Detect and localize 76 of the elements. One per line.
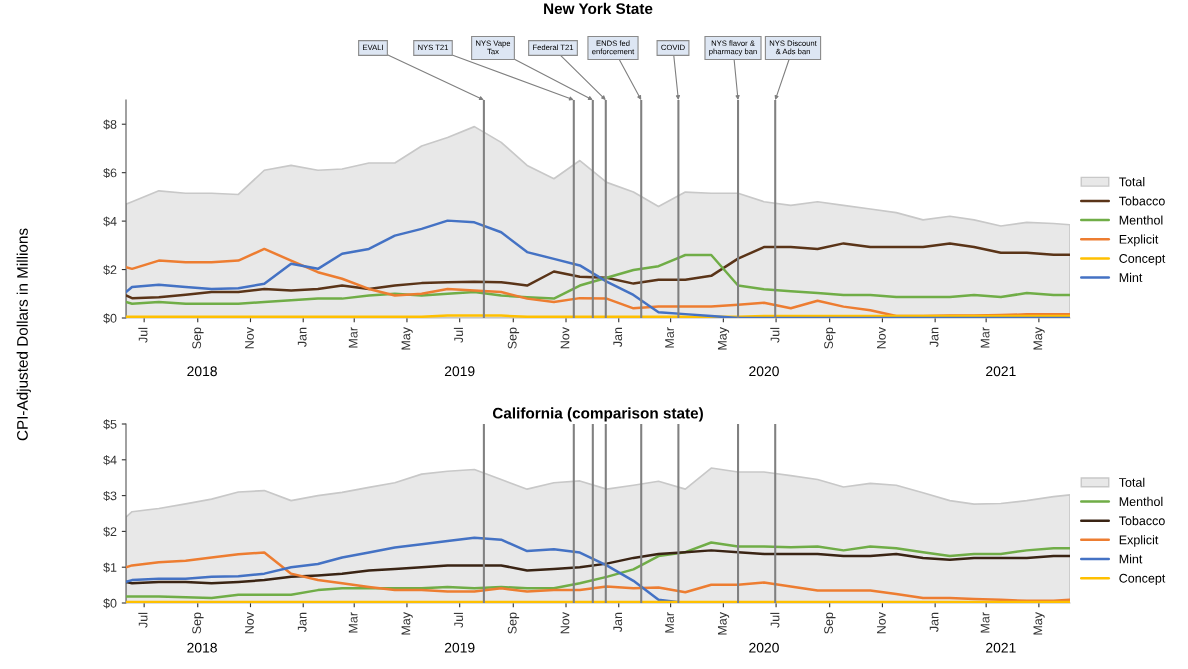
x2-tick-label: 2021 <box>986 642 1016 653</box>
x-tick-label: Mar <box>665 327 674 348</box>
legend-label: Concept <box>1119 573 1166 586</box>
y-tick-label: $8 <box>103 119 117 130</box>
legend-label: Mint <box>1119 554 1143 564</box>
x-tick-label: Sep <box>192 612 204 634</box>
x-tick-label: Jul <box>138 327 148 343</box>
x-tick-label: Mar <box>348 327 358 348</box>
legend-label: Menthol <box>1119 215 1163 225</box>
line-series <box>126 549 1070 585</box>
y-tick-label: $2 <box>103 526 117 537</box>
x-tick-label: Jan <box>613 327 623 347</box>
x-tick-label: Sep <box>507 327 520 349</box>
legend-label: Mint <box>1119 272 1143 283</box>
legend-label: Total <box>1119 177 1145 187</box>
line-series <box>126 551 1070 603</box>
x2-tick-label: 2019 <box>444 366 475 377</box>
y-tick-label: $0 <box>103 313 117 324</box>
x2-tick-label: 2019 <box>444 642 475 653</box>
y-tick-label: $0 <box>103 598 117 609</box>
x-tick-label: Mar <box>665 612 674 633</box>
x-tick-label: Jul <box>138 612 148 628</box>
legend-label: Explicit <box>1119 234 1159 247</box>
x-tick-label: May <box>717 327 730 350</box>
y-tick-label: $4 <box>103 216 117 227</box>
x-tick-label: May <box>401 612 413 635</box>
legend-label: Menthol <box>1119 496 1163 507</box>
x-tick-label: May <box>1033 612 1045 635</box>
x-tick-label: Nov <box>877 612 886 634</box>
x-tick-label: Jul <box>770 612 780 628</box>
x-tick-label: Jan <box>929 612 939 632</box>
line-series <box>126 219 1070 318</box>
x-tick-label: May <box>717 612 730 635</box>
x-tick-label: Jul <box>453 327 464 343</box>
y-tick-label: $1 <box>103 562 117 573</box>
x-tick-label: Mar <box>348 612 358 633</box>
x-tick-label: Jan <box>613 612 623 632</box>
legend-label: Concept <box>1119 254 1166 266</box>
x-tick-label: Nov <box>877 327 886 349</box>
y-tick-label: $2 <box>103 264 117 275</box>
x-tick-label: Sep <box>192 327 204 349</box>
x-tick-label: Nov <box>560 327 570 349</box>
x-tick-label: Sep <box>824 327 836 349</box>
x-tick-label: Mar <box>980 612 990 633</box>
legend-label: Explicit <box>1119 535 1159 547</box>
x2-tick-label: 2018 <box>187 366 217 377</box>
x-tick-label: Sep <box>507 612 520 634</box>
y-tick-label: $3 <box>103 490 117 501</box>
x-tick-label: May <box>401 327 413 350</box>
x-tick-label: Jan <box>929 327 939 347</box>
legend-label: Tobacco <box>1119 196 1165 206</box>
x-tick-label: Nov <box>560 612 570 634</box>
y-tick-label: $6 <box>103 167 117 179</box>
legend-label: Total <box>1119 477 1145 487</box>
x-tick-label: Jan <box>297 612 307 632</box>
x-tick-label: Mar <box>980 327 990 348</box>
x2-tick-label: 2021 <box>986 366 1016 377</box>
chart-title: California (comparison state) <box>492 407 703 422</box>
line-series <box>126 541 1070 600</box>
y-tick-label: $4 <box>103 455 117 466</box>
legend-label: Tobacco <box>1119 516 1165 526</box>
x2-tick-label: 2020 <box>749 642 779 653</box>
x2-tick-label: 2020 <box>749 366 779 377</box>
line-series <box>126 253 1070 305</box>
x-tick-label: Jul <box>770 327 780 343</box>
y-axis-title: CPI-Adjusted Dollars in Millions <box>16 228 31 441</box>
x-tick-label: Sep <box>824 612 836 634</box>
x-tick-label: Jul <box>453 612 464 628</box>
x-tick-label: May <box>1033 327 1045 350</box>
chart-title: New York State <box>544 2 653 15</box>
y-tick-label: $5 <box>103 419 117 430</box>
x-tick-label: Nov <box>245 327 254 349</box>
x2-tick-label: 2018 <box>187 642 217 653</box>
x-tick-label: Nov <box>245 612 254 634</box>
x-tick-label: Jan <box>297 327 307 347</box>
line-series <box>126 242 1070 300</box>
